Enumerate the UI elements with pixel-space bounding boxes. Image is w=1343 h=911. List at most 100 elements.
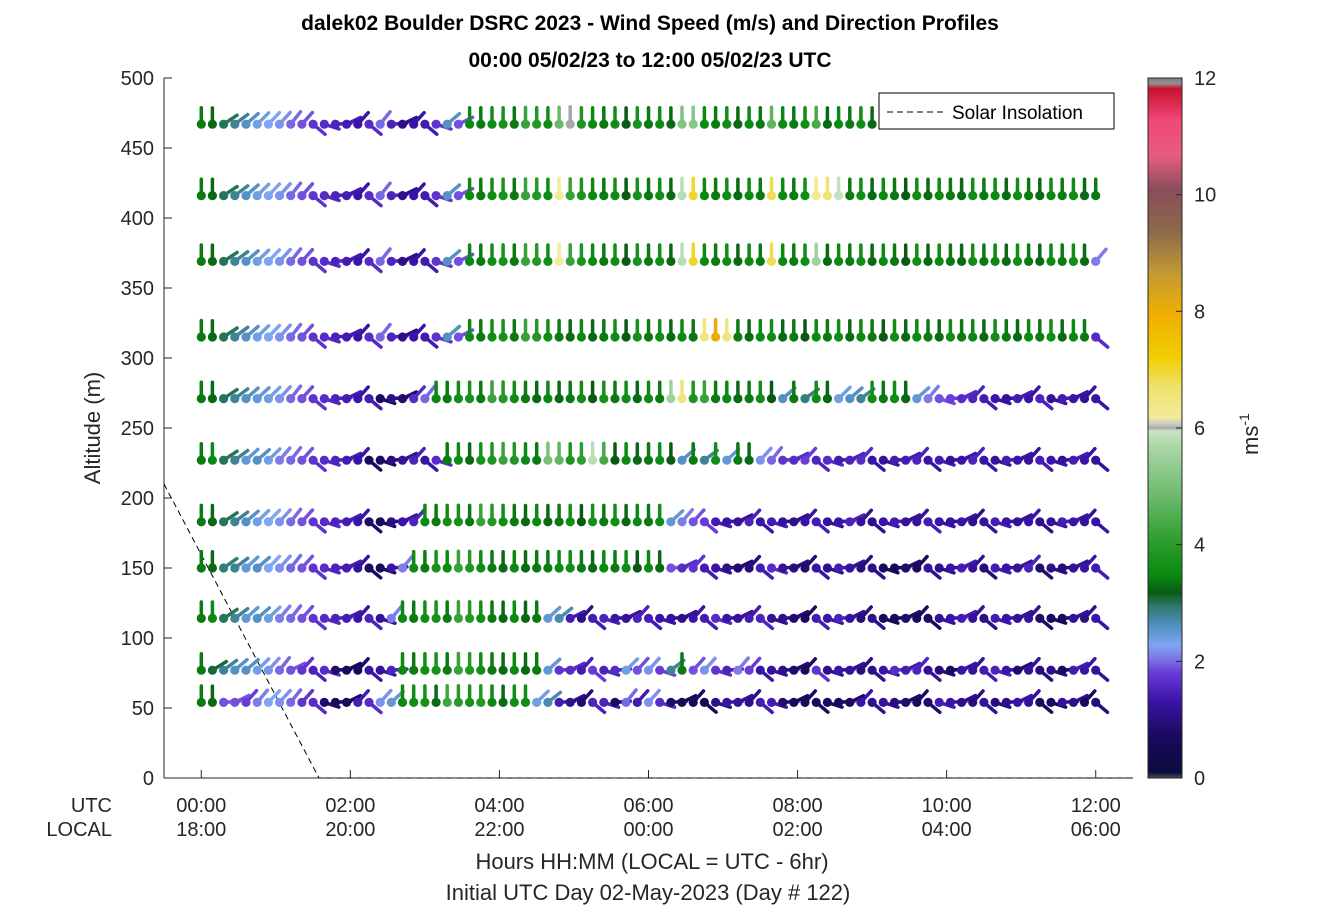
wind-barb-dot bbox=[252, 697, 262, 708]
wind-barb-dot bbox=[655, 697, 665, 708]
wind-barb-dot bbox=[845, 119, 855, 129]
wind-barb-dot bbox=[409, 119, 419, 129]
wind-barb-dot bbox=[688, 455, 698, 465]
wind-barb-dot bbox=[800, 191, 810, 201]
wind-barb-dot bbox=[957, 394, 967, 404]
wind-barb-dot bbox=[487, 563, 497, 573]
wind-barb-dot bbox=[856, 563, 866, 573]
wind-barb-dot bbox=[666, 191, 676, 201]
wind-barb-dot bbox=[565, 517, 575, 527]
wind-barb-dot bbox=[744, 455, 754, 465]
wind-barb-dot bbox=[342, 455, 352, 465]
wind-barb-dot bbox=[274, 332, 285, 342]
wind-barb-dot bbox=[811, 332, 821, 342]
wind-barb-dot bbox=[856, 697, 866, 708]
wind-barb-dot bbox=[554, 332, 564, 342]
wind-barb-dot bbox=[610, 455, 620, 465]
wind-barb-dot bbox=[453, 191, 463, 201]
wind-barb-dot bbox=[274, 665, 285, 675]
wind-barb-dot bbox=[353, 256, 363, 266]
wind-barb-dot bbox=[1046, 191, 1056, 201]
wind-barb-dot bbox=[722, 563, 732, 573]
wind-barb-dot bbox=[655, 563, 665, 573]
wind-barb-dot bbox=[599, 613, 609, 624]
wind-barb-dot bbox=[889, 697, 900, 708]
wind-barb-dot bbox=[431, 613, 441, 624]
wind-barb-dot bbox=[353, 563, 363, 573]
wind-barb-dot bbox=[241, 332, 251, 342]
wind-barb-dot bbox=[878, 191, 888, 201]
wind-barb-dot bbox=[800, 563, 810, 573]
colorbar-tick-label: 12 bbox=[1194, 68, 1216, 90]
wind-barb-dot bbox=[1079, 613, 1090, 624]
wind-barb-dot bbox=[1091, 563, 1101, 573]
wind-barb-dot bbox=[934, 332, 944, 342]
wind-barb-dot bbox=[990, 394, 1000, 404]
wind-barb-dot bbox=[543, 455, 553, 465]
wind-barb-dot bbox=[520, 191, 531, 201]
wind-barb-dot bbox=[811, 563, 821, 573]
wind-barb-dot bbox=[979, 665, 989, 675]
wind-barb-dot bbox=[822, 517, 833, 527]
wind-barb-dot bbox=[241, 455, 251, 465]
wind-barb-dot bbox=[1068, 332, 1078, 342]
wind-barb-dot bbox=[386, 613, 396, 624]
wind-barb-dot bbox=[230, 517, 240, 527]
wind-barb-dot bbox=[822, 119, 833, 129]
wind-barb-dot bbox=[543, 394, 553, 404]
wind-barb-dot bbox=[878, 455, 888, 465]
wind-barb-dot bbox=[1057, 332, 1067, 342]
wind-barb-dot bbox=[1001, 455, 1011, 465]
x-tick-label-local: 22:00 bbox=[474, 819, 524, 841]
y-tick-label: 350 bbox=[121, 278, 154, 300]
wind-barb-dot bbox=[375, 394, 385, 404]
wind-barb-dot bbox=[588, 119, 598, 129]
wind-barb-dot bbox=[800, 394, 810, 404]
wind-barb-dot bbox=[979, 697, 989, 708]
wind-barb-dot bbox=[867, 119, 877, 129]
wind-barb-dot bbox=[945, 332, 956, 342]
wind-barb-dot bbox=[476, 563, 486, 573]
wind-barb-dot bbox=[576, 697, 587, 708]
wind-barb-dot bbox=[733, 665, 743, 675]
legend: Solar Insolation bbox=[878, 92, 1115, 130]
wind-barb-dot bbox=[588, 394, 598, 404]
wind-barb-dot bbox=[532, 332, 542, 342]
wind-barb-dot bbox=[677, 119, 687, 129]
wind-barb-dot bbox=[565, 665, 575, 675]
wind-barb-dot bbox=[375, 517, 385, 527]
wind-barb-dot bbox=[397, 563, 408, 573]
wind-barb-dot bbox=[588, 256, 598, 266]
wind-barb-dot bbox=[822, 563, 833, 573]
wind-barb-dot bbox=[655, 455, 665, 465]
wind-barb-dot bbox=[330, 119, 340, 129]
wind-barb-dot bbox=[588, 613, 598, 624]
wind-barb-dot bbox=[699, 256, 710, 266]
wind-barb-dot bbox=[778, 191, 788, 201]
wind-barb-dot bbox=[442, 665, 452, 675]
wind-barb-dot bbox=[576, 517, 587, 527]
wind-barb-dot bbox=[420, 517, 430, 527]
wind-barb-dot bbox=[666, 613, 676, 624]
wind-barb-dot bbox=[755, 394, 765, 404]
colorbar: 0 2 4 6 8 10 12 ms-1 bbox=[1147, 68, 1263, 790]
wind-barb-dot bbox=[196, 394, 206, 404]
wind-barb-dot bbox=[431, 517, 441, 527]
wind-barb-dot bbox=[297, 394, 307, 404]
wind-barb-dot bbox=[465, 563, 475, 573]
wind-barb-dot bbox=[643, 191, 654, 201]
wind-barb-dot bbox=[487, 332, 497, 342]
wind-barb-dot bbox=[934, 613, 944, 624]
wind-barb-dot bbox=[610, 613, 620, 624]
wind-barb-dot bbox=[901, 332, 911, 342]
wind-barb-dot bbox=[811, 665, 821, 675]
wind-barb-dot bbox=[632, 191, 642, 201]
wind-barb-dot bbox=[554, 256, 564, 266]
wind-barb-dot bbox=[319, 191, 329, 201]
wind-barb-dot bbox=[1079, 517, 1090, 527]
wind-barb-dot bbox=[319, 563, 329, 573]
wind-barb-dot bbox=[219, 332, 229, 342]
wind-barb-dot bbox=[711, 563, 721, 573]
wind-barb-dot bbox=[845, 563, 855, 573]
wind-barb-dot bbox=[811, 613, 821, 624]
